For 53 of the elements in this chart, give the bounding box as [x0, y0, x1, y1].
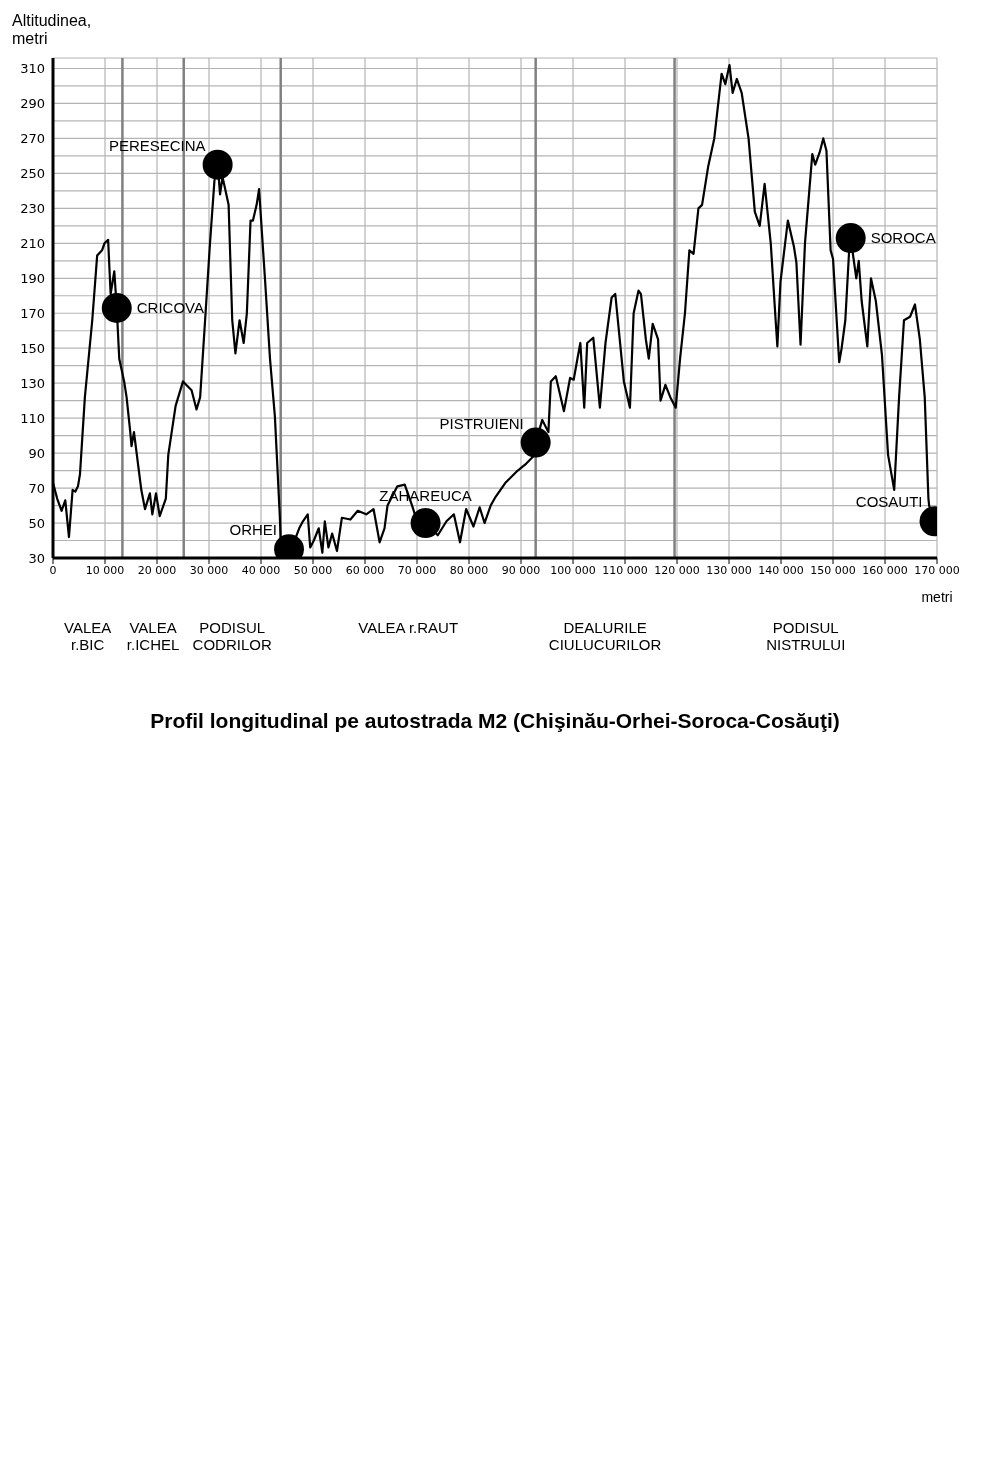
y-tick-label: 50 — [28, 515, 45, 531]
annotation: COSAUTI — [855, 493, 923, 511]
x-tick-label: 140 000 — [758, 563, 804, 577]
text: VALEA r.RAUT — [358, 619, 459, 636]
y-tick-label: 130 — [20, 375, 45, 391]
x-tick-label: 20 000 — [137, 563, 177, 577]
y-tick-label: 210 — [20, 235, 45, 251]
x-tick-label: 30 000 — [189, 563, 229, 577]
y-tick-label: 70 — [28, 480, 45, 496]
y-tick-label: 170 — [20, 305, 45, 321]
y-tick-label: 250 — [20, 166, 45, 181]
text: DEALURILE CIULUCURILOR — [548, 619, 662, 654]
x-tick-label: 100 000 — [550, 563, 596, 577]
x-tick-label: 160 000 — [862, 563, 908, 577]
point — [101, 293, 132, 323]
x-tick-label: 90 000 — [501, 563, 541, 577]
point — [410, 508, 441, 539]
x-tick-label: 70 000 — [397, 563, 437, 577]
x-tick-label: 0 — [49, 563, 57, 577]
x-tick-label: 50 000 — [293, 563, 333, 577]
x-tick-label: 170 000 — [914, 563, 960, 577]
text: PODISUL CODRILOR — [192, 619, 272, 654]
annotation: ORHEI — [229, 521, 278, 539]
text: PODISUL NISTRULUI — [766, 619, 846, 654]
x-tick-label: 10 000 — [85, 563, 125, 577]
x-tick-label: 40 000 — [241, 563, 281, 577]
text: Profil longitudinal pe autostrada M2 (Chişinău-Orhei-Soroca-Cosăuţi) — [150, 709, 840, 732]
y-tick-label: 150 — [20, 340, 45, 356]
x-tick-label: 130 000 — [706, 563, 752, 577]
annotation: CRICOVA — [136, 299, 204, 316]
text: VALEA r.BIC — [64, 619, 112, 654]
y-tick-label: 290 — [20, 96, 45, 112]
x-axis-title: metri — [921, 589, 953, 605]
y-tick-label: 90 — [28, 445, 45, 461]
x-tick-label: 150 000 — [810, 563, 856, 577]
x-tick-label: 120 000 — [654, 563, 700, 577]
x-tick-label: 80 000 — [449, 563, 489, 577]
y-tick-label: 310 — [20, 61, 45, 77]
y-tick-label: 270 — [20, 131, 45, 147]
y-tick-label: 190 — [20, 270, 45, 286]
annotation: PISTRUIENI — [439, 414, 524, 432]
y-tick-label: 110 — [20, 410, 45, 426]
annotation: SOROCA — [870, 229, 936, 247]
x-tick-label: 60 000 — [345, 563, 385, 577]
text: VALEA r.ICHEL — [126, 619, 180, 654]
y-tick-label: 30 — [28, 550, 45, 566]
point — [202, 149, 233, 180]
x-tick-label: 110 000 — [602, 563, 648, 577]
y-axis-title: Altitudinea, metri — [12, 12, 92, 48]
point — [520, 427, 551, 458]
y-tick-label: 230 — [20, 200, 45, 216]
annotation: PERESECINA — [108, 136, 206, 154]
point — [835, 223, 866, 254]
